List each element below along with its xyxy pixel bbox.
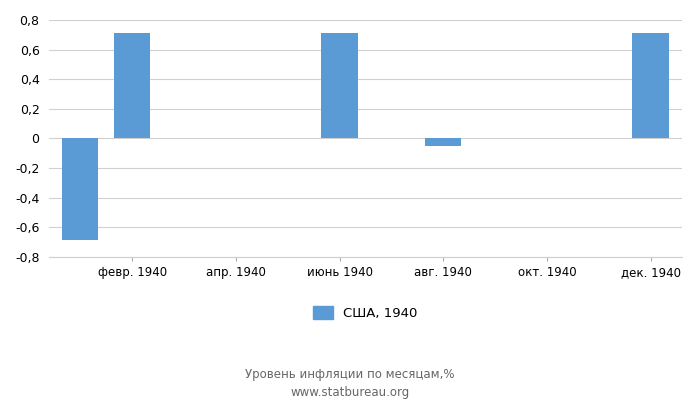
Bar (321, 33, 358, 138)
Legend: США, 1940: США, 1940 (313, 306, 418, 320)
Bar (632, 33, 668, 138)
Text: www.statbureau.org: www.statbureau.org (290, 386, 410, 399)
Text: Уровень инфляции по месяцам,%: Уровень инфляции по месяцам,% (245, 368, 455, 381)
Bar (62, 138, 99, 240)
Bar (114, 33, 150, 138)
Bar (425, 138, 461, 146)
